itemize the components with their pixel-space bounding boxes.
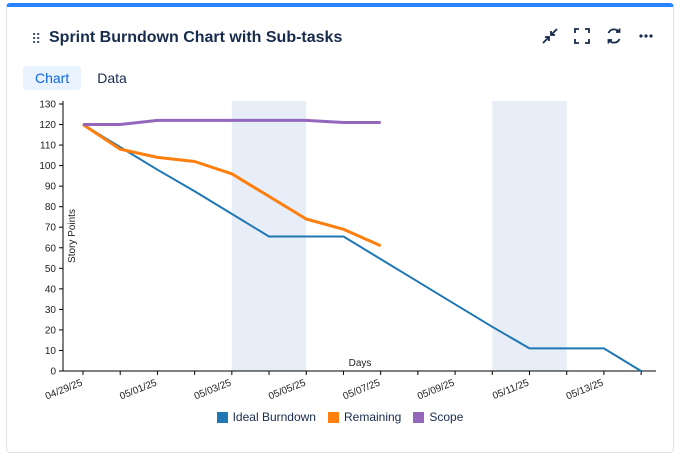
x-tick-label: 05/05/25 [267,377,308,402]
x-tick-label: 04/29/25 [44,377,85,402]
y-tick-label: 110 [40,141,56,152]
y-tick-label: 40 [45,284,57,295]
legend-label-remaining: Remaining [343,410,402,424]
x-tick-label: 05/13/25 [565,377,606,402]
legend-label-ideal: Ideal Burndown [232,410,316,424]
y-tick-label: 0 [50,367,56,378]
series-line-ideal-burndown [82,123,642,372]
card-header: ⠿ Sprint Burndown Chart with Sub-tasks [7,7,673,63]
y-tick-label: 20 [45,325,57,336]
weekend-band [492,101,567,371]
legend-item-scope[interactable]: Scope [413,410,463,424]
collapse-icon[interactable] [541,27,559,45]
y-tick-label: 80 [45,202,57,213]
x-tick-label: 05/11/25 [491,377,531,402]
series-line-scope [83,118,381,126]
y-tick-label: 100 [39,161,56,172]
y-tick-label: 10 [45,346,57,357]
y-axis-label: Story Points [67,209,78,263]
x-tick-label: 05/07/25 [342,377,383,402]
y-tick-label: 130 [39,100,56,111]
chart-legend: Ideal Burndown Remaining Scope [0,410,680,424]
y-tick-label: 70 [45,223,57,234]
x-axis-label: Days [349,358,372,369]
y-tick-label: 120 [39,120,56,131]
view-tabs: Chart Data [23,66,139,90]
tab-chart[interactable]: Chart [23,66,82,90]
y-tick-label: 90 [45,182,57,193]
legend-label-scope: Scope [429,410,464,424]
y-tick-label: 60 [45,243,57,254]
card-title: Sprint Burndown Chart with Sub-tasks [49,29,343,46]
y-tick-label: 30 [45,305,57,316]
x-tick-label: 05/03/25 [193,377,234,402]
legend-item-ideal[interactable]: Ideal Burndown [216,410,316,424]
legend-swatch-ideal [216,411,228,423]
drag-handle-icon[interactable]: ⠿ [31,31,41,47]
card-actions [541,27,655,45]
x-tick-label: 05/01/25 [118,377,159,402]
refresh-icon[interactable] [605,27,623,45]
series-line-remaining [82,123,382,248]
fullscreen-icon[interactable] [573,27,591,45]
tab-data[interactable]: Data [97,70,127,86]
y-tick-label: 50 [45,264,57,275]
legend-swatch-scope [413,411,425,423]
legend-swatch-remaining [327,411,339,423]
legend-item-remaining[interactable]: Remaining [327,410,402,424]
x-tick-label: 05/09/25 [416,377,457,402]
more-icon[interactable] [637,27,655,45]
